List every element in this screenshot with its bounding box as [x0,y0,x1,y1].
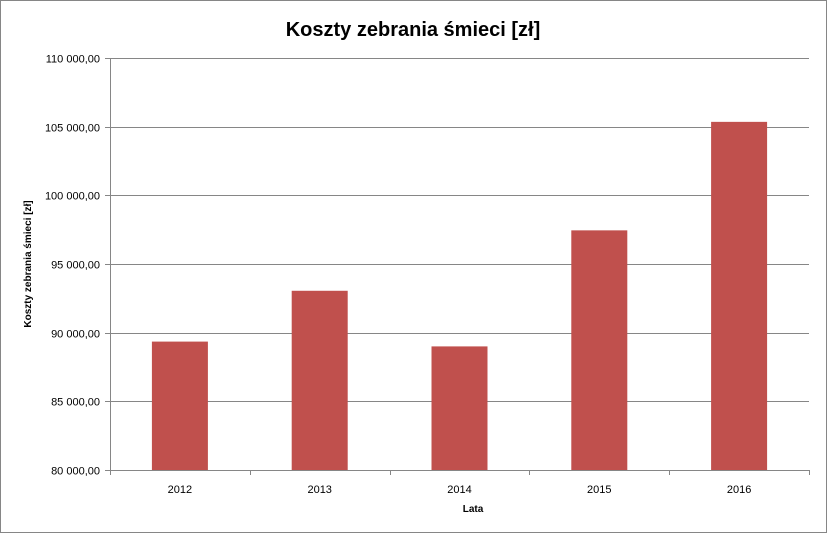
x-tick-label: 2012 [168,484,192,496]
y-tick-label: 105 000,00 [45,123,100,135]
bars [151,121,768,471]
y-tick-label: 85 000,00 [51,397,100,409]
x-axis-label: Lata [463,504,484,515]
x-tick-labels: 2012 2013 2014 2015 2016 [168,484,752,496]
x-tick-label: 2015 [587,484,611,496]
bar-2012 [151,341,208,470]
x-tick-label: 2014 [447,484,471,496]
y-tick-label: 80 000,00 [51,466,100,478]
y-axis-label: Koszty zebrania śmieci [zł] [23,200,34,327]
bar-2016 [711,121,768,471]
gridlines [110,58,809,402]
y-tick-label: 95 000,00 [51,260,100,272]
bar-2014 [431,346,488,470]
y-tick-labels: 80 000,00 85 000,00 90 000,00 95 000,00 100 … [45,54,100,478]
y-tick-label: 110 000,00 [46,54,100,66]
bar-2013 [291,290,348,470]
x-tick-label: 2013 [307,484,331,496]
bar-2015 [571,230,628,470]
axes [105,58,810,475]
y-tick-label: 90 000,00 [51,329,100,341]
x-tick-label: 2016 [727,484,751,496]
y-tick-label: 100 000,00 [45,191,100,203]
chart-title: Koszty zebrania śmieci [zł] [286,19,541,41]
